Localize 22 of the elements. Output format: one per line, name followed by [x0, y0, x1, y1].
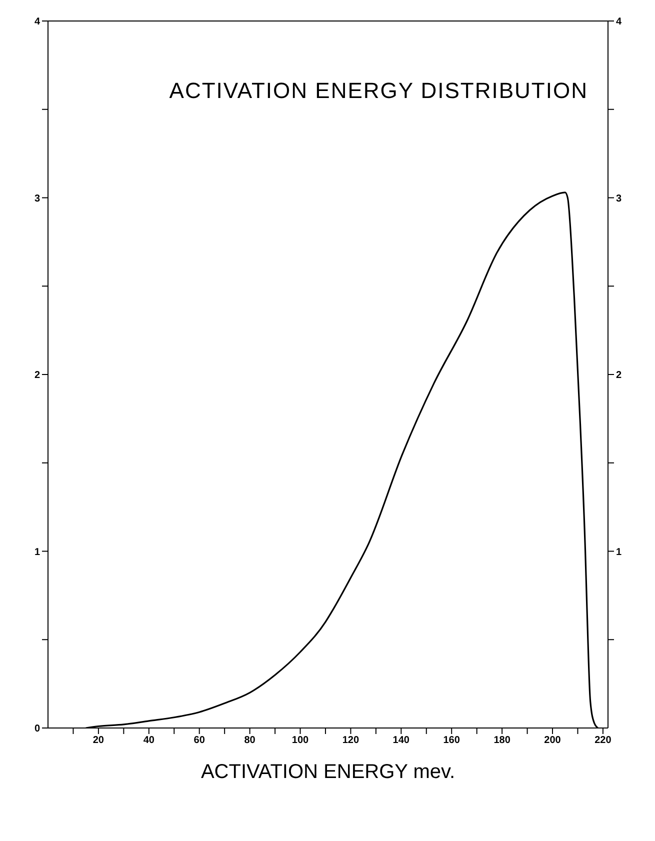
x-tick-label: 180 [494, 735, 511, 746]
y2-tick-label: 2 [616, 370, 622, 382]
y2-tick-label: 1 [616, 546, 622, 558]
y2-tick-label: 3 [616, 193, 622, 204]
x-tick-label: 60 [194, 735, 206, 746]
x-tick-label: 120 [342, 735, 360, 746]
y-tick-label: 2 [34, 370, 40, 382]
x-tick-label: 140 [392, 735, 410, 746]
x-tick-label: 100 [292, 735, 310, 746]
y-tick-label: 0 [34, 724, 40, 735]
x-tick-label: 20 [92, 735, 104, 746]
y2-tick-label: 4 [616, 16, 622, 28]
text: ACTIVATION ENERGY DISTRIBUTION [168, 78, 588, 104]
y-tick-label: 3 [34, 193, 40, 204]
x-tick-label: 40 [143, 735, 155, 746]
y-tick-label: 1 [34, 546, 40, 558]
y-tick-label: 4 [34, 16, 40, 28]
x-tick-label: 160 [443, 735, 460, 746]
x-tick-label: 80 [244, 735, 256, 746]
x-axis-title: ACTIVATION ENERGY mev. [200, 761, 456, 783]
x-tick-label: 200 [544, 735, 562, 746]
x-tick-label: 220 [594, 735, 612, 746]
